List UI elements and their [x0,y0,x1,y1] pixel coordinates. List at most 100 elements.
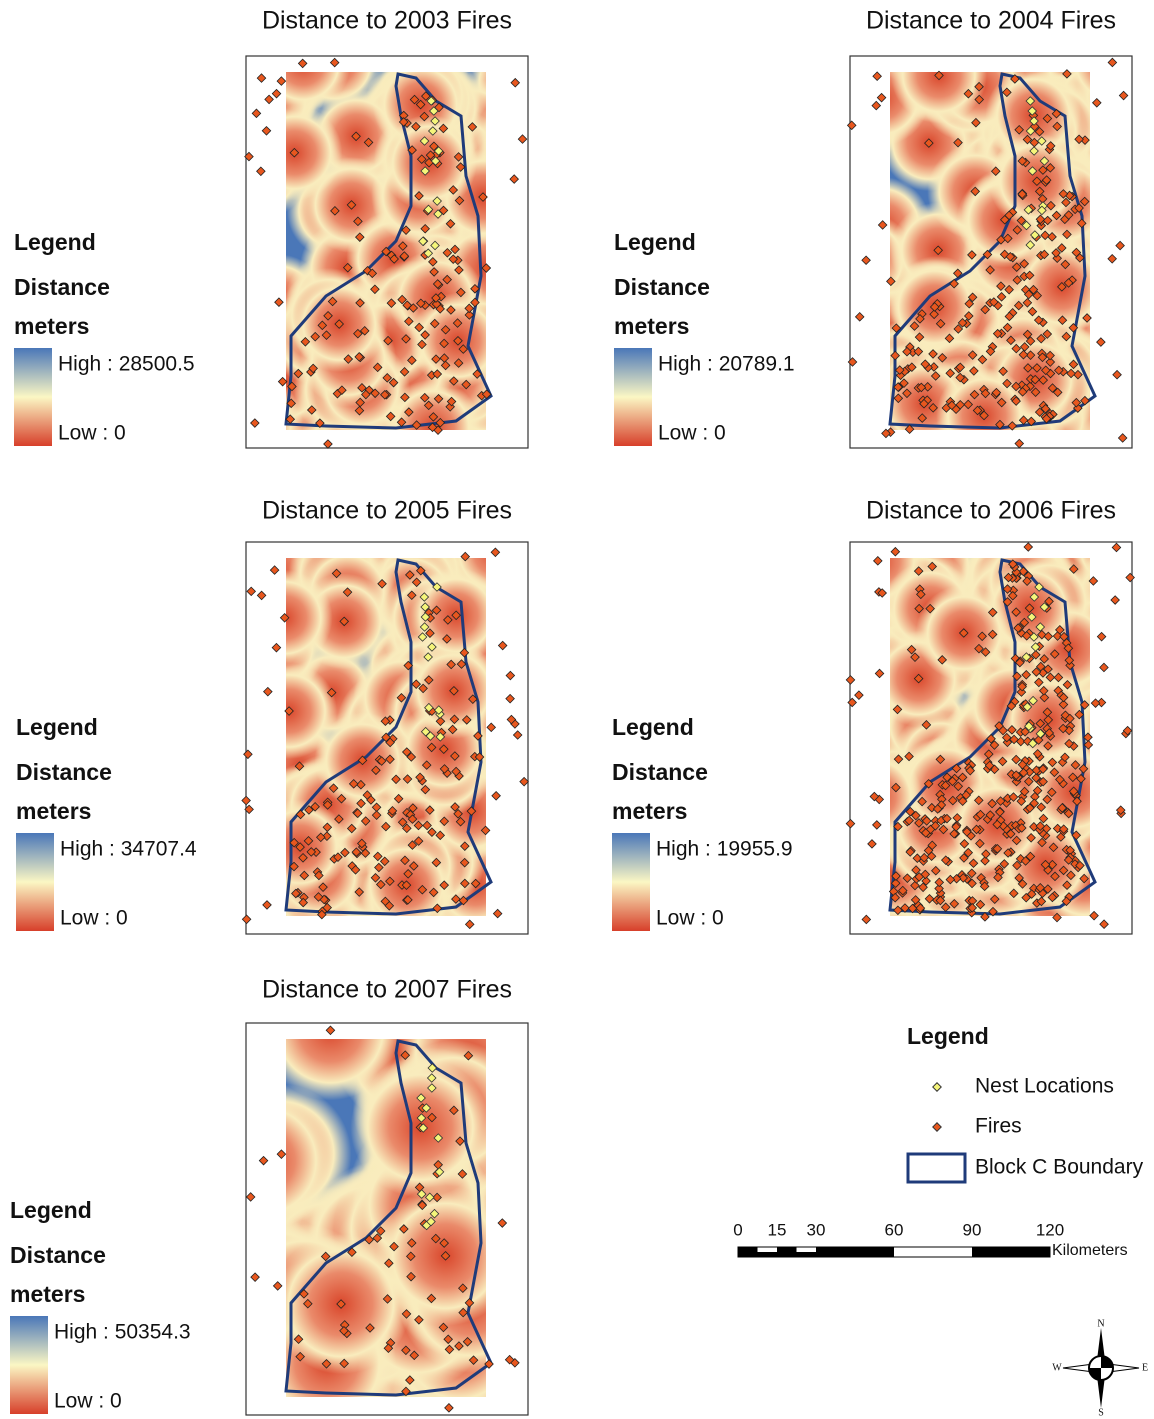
fire [1012,275,1023,285]
fire [1117,433,1128,443]
fire [398,241,408,251]
fire [408,303,419,313]
fire [402,823,412,834]
fire [919,852,930,863]
fire [337,385,347,396]
fire [1118,90,1129,101]
fire [1003,848,1013,858]
fire [942,813,952,824]
fire [1029,798,1040,809]
fire [449,685,459,696]
fire [318,882,328,892]
fire [398,117,409,127]
fire [453,152,464,162]
fire [497,640,508,651]
fire [921,720,932,730]
nest [1021,652,1032,662]
fire [343,354,354,364]
fire [973,795,984,806]
distance-halo [286,799,349,896]
fire [971,824,982,835]
fire [1074,203,1084,213]
fire [1041,413,1052,424]
fire [1058,189,1069,199]
fire [928,349,938,359]
fire [386,298,397,308]
nest [1035,728,1046,739]
fire [417,1200,428,1211]
fire [478,192,488,202]
fire [1022,576,1032,586]
fire [431,857,442,868]
map [245,1022,529,1416]
fire [1010,74,1020,84]
fire [385,737,395,748]
fire [446,396,457,407]
fire [451,766,461,777]
fire [1079,873,1089,884]
nest [1025,126,1036,136]
fire [1038,776,1048,787]
fire [911,865,921,875]
fire [480,825,491,836]
fire [325,1025,336,1036]
fire [379,856,390,867]
fire [1082,313,1092,323]
fire [1008,888,1019,899]
fire [994,721,1004,731]
fire [953,781,964,792]
nest [421,1103,432,1113]
fire [861,914,872,925]
legend-unit: meters [14,313,89,339]
fire [1007,421,1018,431]
legend-item: Nest Locations [975,1075,1114,1098]
fire [415,772,425,783]
fire [906,644,917,655]
fire [1017,759,1028,770]
fire [890,878,901,889]
fire [1065,713,1075,724]
fire [298,897,309,908]
fire [1122,725,1133,736]
fire [1022,297,1033,308]
fire [1036,333,1046,344]
fire [1041,175,1052,185]
fire [372,362,383,373]
fire [272,1281,283,1291]
fire [962,827,972,837]
fire [1028,284,1039,295]
legend-field: Distance [10,1242,106,1268]
nest [416,1189,427,1199]
fire [929,362,939,372]
fire [1062,229,1072,240]
fire [905,806,916,817]
fire [433,1160,443,1170]
fire [1002,87,1012,98]
fire [1019,342,1030,352]
fire [285,414,296,425]
fire [339,616,350,627]
nest [434,1167,445,1177]
fire [245,1192,256,1202]
fire [1014,438,1025,449]
fire [965,765,976,776]
fire [315,832,326,843]
fire [1023,289,1034,300]
nest [420,166,430,176]
fire [459,647,470,658]
fire [460,878,470,889]
fire [1058,723,1068,734]
fire [450,802,460,812]
fire [381,732,391,743]
boundary-symbol [906,1152,967,1184]
fire [937,352,948,363]
fire [877,220,888,230]
fire [1052,823,1063,834]
fire [928,403,938,413]
fire [1018,566,1029,577]
fire [371,810,382,820]
legend-ramp [10,1316,48,1414]
fire [403,895,413,905]
distance-halo [286,104,343,201]
nest [420,612,431,622]
